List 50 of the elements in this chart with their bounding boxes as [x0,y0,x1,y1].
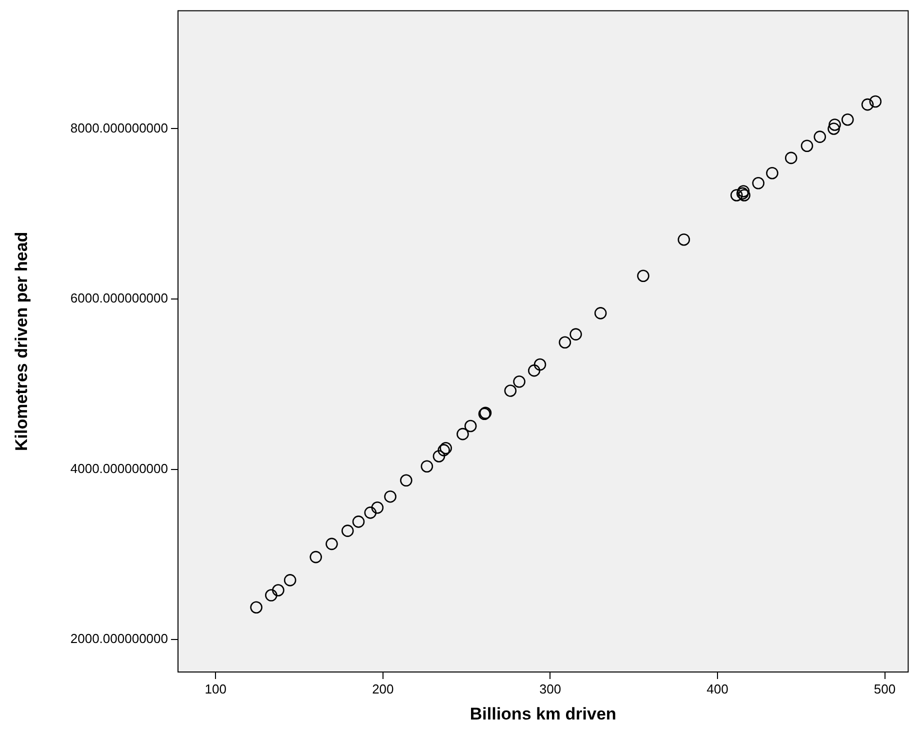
point [861,98,874,111]
point [841,113,854,126]
point [814,130,826,143]
point [464,420,477,432]
x-tick-label: 300 [539,681,562,696]
point [594,307,607,320]
point [730,189,743,202]
point [272,584,284,596]
point [637,270,650,282]
point [371,502,384,514]
y-axis-title: Kilometres driven per head [12,232,31,451]
x-tick-label: 100 [204,681,226,696]
point [364,506,377,519]
point [456,428,469,440]
point [800,140,814,152]
point [440,442,452,454]
point [534,358,546,371]
point [528,364,540,377]
y-tick-label: 2000.000000000 [70,631,168,646]
point [752,176,764,190]
y-tick-label: 4000.000000000 [70,460,168,476]
point [869,95,882,108]
y-tick-label: 6000.000000000 [70,290,168,306]
point [828,118,841,131]
point [352,516,365,528]
x-axis-title: Billions km driven [470,704,616,724]
point [400,474,412,487]
point [678,233,690,246]
x-tick-label: 200 [372,681,394,696]
point [432,450,446,462]
point [250,601,262,614]
point [420,460,434,473]
point [828,122,840,135]
point [310,550,322,564]
point [504,384,517,397]
point [513,375,526,388]
x-tick-label: 400 [706,681,728,696]
point [438,444,450,456]
y-tick-label: 8000.000000000 [70,120,168,136]
point [341,524,354,537]
point [326,538,338,550]
point [265,589,278,602]
point [766,166,778,180]
point [284,574,296,586]
point [784,152,798,164]
point [570,328,582,340]
point [384,490,396,503]
point [558,336,572,349]
x-tick-label: 500 [874,681,896,696]
point [737,185,750,198]
